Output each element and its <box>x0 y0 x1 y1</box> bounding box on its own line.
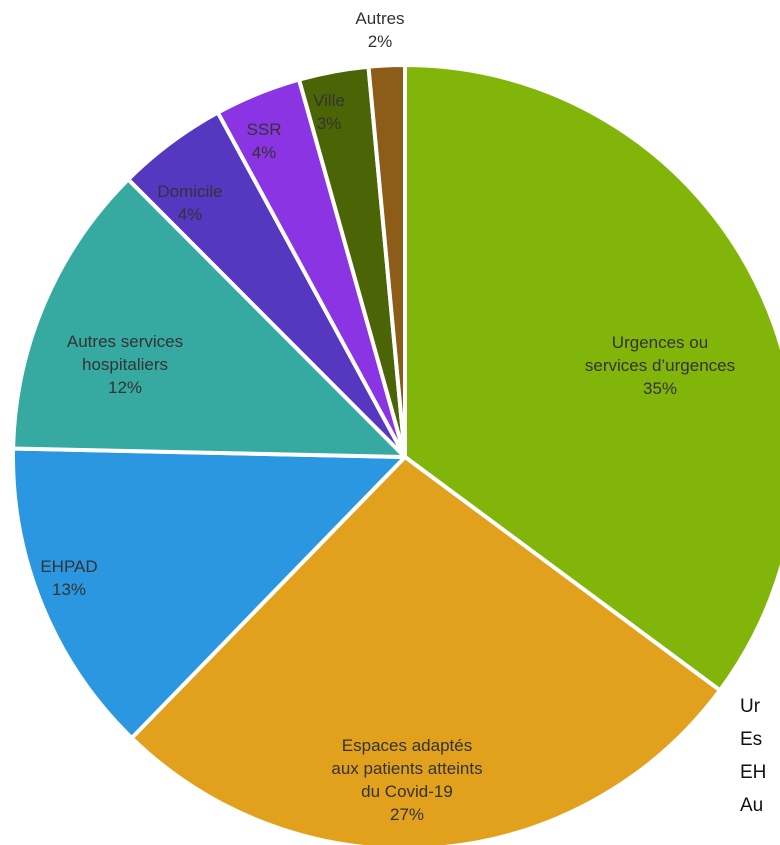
slice-label: Espaces adaptés aux patients atteints du C… <box>331 736 482 824</box>
slice-label: Autres services hospitaliers 12% <box>67 332 183 397</box>
slice-label: EHPAD 13% <box>40 557 97 599</box>
legend-item: EH <box>740 762 767 783</box>
pie-slice <box>11 177 407 459</box>
slice-label: SSR 4% <box>247 120 282 162</box>
legend-item: Au <box>740 795 764 816</box>
pie-slice <box>129 455 722 845</box>
legend-item: Es <box>740 729 763 750</box>
slice-label: Autres 2% <box>355 9 404 51</box>
pie-slice <box>403 63 780 693</box>
pie-slice <box>366 63 407 459</box>
pie-slice <box>11 446 407 741</box>
slice-label: Ville 3% <box>313 91 345 133</box>
legend: Ur Es EH Au <box>740 690 780 822</box>
slice-label: Domicile 4% <box>157 182 222 224</box>
slice-label: Urgences ou services d’urgences 35% <box>585 333 735 398</box>
legend-item: Ur <box>740 696 761 717</box>
